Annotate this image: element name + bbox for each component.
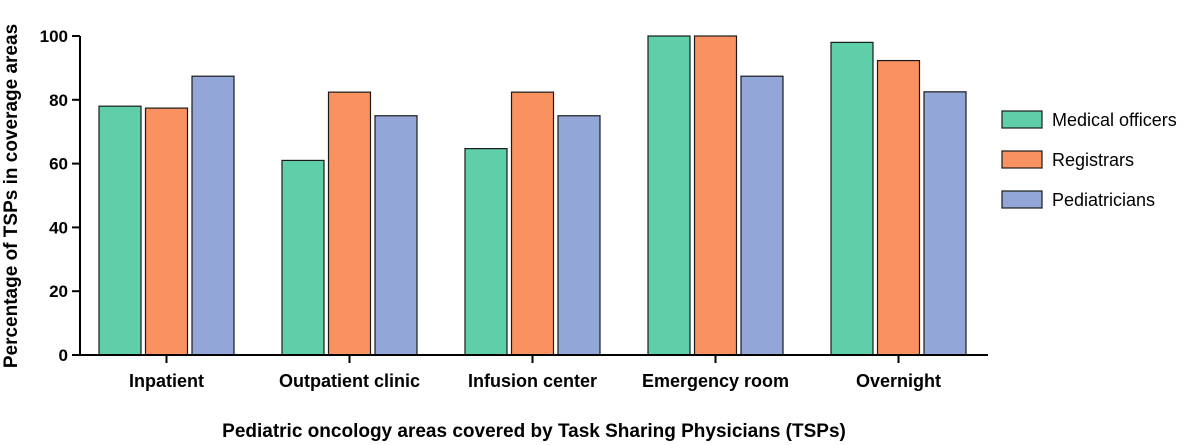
x-category-labels: Inpatient Outpatient clinic Infusion cente…	[129, 355, 941, 391]
bar-registrars	[327, 91, 372, 356]
bar-pediatricians	[374, 115, 418, 356]
bar-medical-officers	[98, 105, 142, 356]
x-tick-label: Overnight	[856, 371, 941, 391]
x-tick-label: Emergency room	[642, 371, 789, 391]
x-axis-title: Pediatric oncology areas covered by Task…	[222, 421, 846, 442]
bar-pediatricians	[191, 75, 235, 356]
bar-medical-officers	[464, 148, 508, 356]
y-tick-label: 100	[40, 27, 68, 46]
legend-label: Medical officers	[1052, 110, 1177, 130]
bar-pediatricians	[557, 115, 601, 356]
x-tick-label: Outpatient clinic	[279, 371, 420, 391]
legend-label: Registrars	[1052, 150, 1134, 170]
bar-registrars	[693, 35, 738, 356]
legend-swatch	[1001, 190, 1043, 209]
y-tick-label: 40	[49, 218, 68, 237]
bar-registrars	[510, 91, 555, 356]
y-tick-label: 60	[49, 155, 68, 174]
bar-medical-officers	[647, 35, 691, 356]
bar-pediatricians	[740, 75, 784, 356]
legend-swatch	[1001, 110, 1043, 129]
x-tick-label: Infusion center	[468, 371, 597, 391]
legend-label: Pediatricians	[1052, 190, 1155, 210]
legend-swatch	[1001, 150, 1043, 169]
axes-layer	[79, 36, 988, 356]
x-tick-label: Inpatient	[129, 371, 204, 391]
legend: Medical officers Registrars Pediatricians	[1001, 110, 1177, 210]
y-axis-title: Percentage of TSPs in coverage areas	[1, 24, 22, 368]
y-tick-label: 80	[49, 91, 68, 110]
y-tick-label: 0	[59, 346, 68, 365]
y-tick-label: 20	[49, 282, 68, 301]
bar-registrars	[876, 59, 921, 356]
bars-layer	[98, 35, 967, 356]
bar-medical-officers	[281, 159, 325, 356]
bar-pediatricians	[923, 91, 967, 356]
y-ticks: 0 20 40 60 80 100	[40, 27, 80, 365]
bar-registrars	[144, 107, 189, 356]
bar-medical-officers	[830, 41, 874, 356]
